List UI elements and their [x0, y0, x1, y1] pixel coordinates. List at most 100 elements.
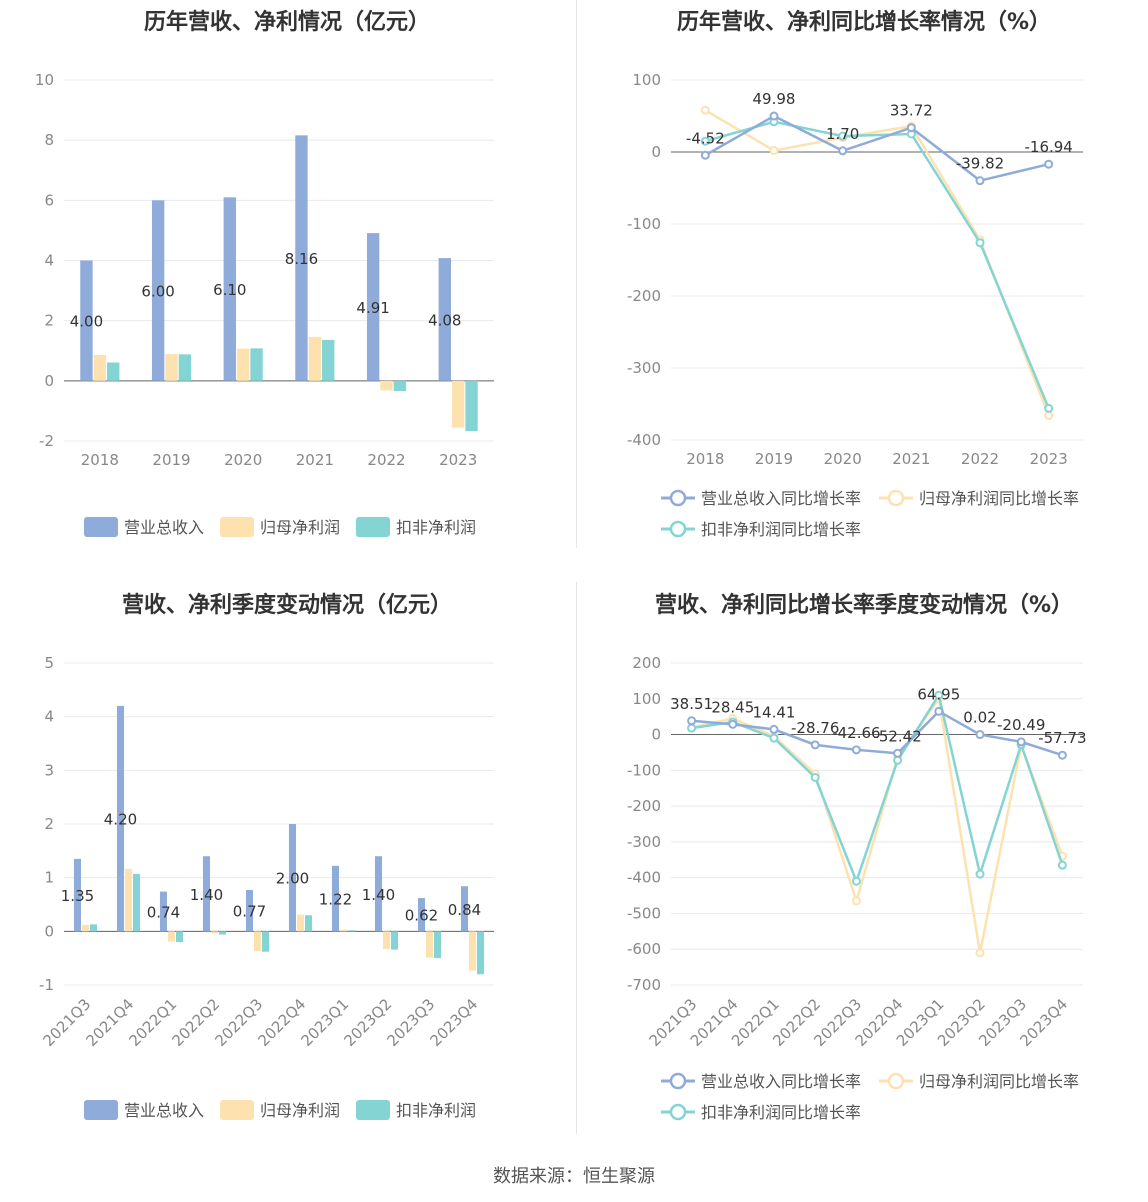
point-revenue: [975, 730, 985, 740]
bar-revenue: [417, 898, 425, 932]
y-tick-label: 200: [632, 654, 661, 672]
x-tick-label: 2020: [824, 450, 862, 468]
line-deducted-profit: [704, 120, 1050, 409]
y-tick-label: -100: [627, 215, 661, 233]
data-label-revenue-growth: 64.95: [917, 685, 960, 703]
data-label-revenue-growth: 49.98: [753, 90, 796, 108]
data-label-revenue-growth: -20.49: [997, 716, 1045, 734]
data-label-revenue-growth: -28.76: [791, 719, 839, 737]
y-tick-label: 100: [632, 690, 661, 708]
y-tick-label: 4: [44, 708, 54, 726]
y-tick-label: 10: [35, 71, 54, 89]
bar-net-profit: [236, 348, 250, 381]
x-tick-label: 2019: [755, 450, 793, 468]
annual-growth-panel: 历年营收、净利同比增长率情况（%） -400 -300 -200 -100 0 100 20…: [577, 0, 1148, 580]
y-tick-label: -500: [627, 904, 661, 922]
data-label-revenue: 4.91: [356, 299, 389, 317]
bar-revenue: [73, 858, 81, 932]
annual-bar-title: 历年营收、净利情况（亿元）: [143, 10, 430, 35]
data-label-revenue: 1.35: [61, 887, 94, 905]
y-tick-label: 0: [651, 726, 661, 744]
bar-revenue: [366, 233, 380, 381]
point-deducted-profit: [700, 136, 710, 146]
point-revenue: [1044, 159, 1054, 169]
line-revenue: [704, 114, 1049, 183]
y-tick-label: 0: [44, 922, 54, 940]
bar-net-profit: [425, 931, 434, 958]
annual-bar-panel: 历年营收、净利情况（亿元） -2 0 2 4 6 8 10 2018 2019 2020 2021 2…: [0, 0, 574, 580]
bar-deducted-profit: [434, 931, 442, 959]
point-net-profit: [700, 105, 710, 115]
bar-net-profit: [468, 931, 477, 971]
bar-revenue: [202, 856, 210, 932]
bar-net-profit: [165, 354, 178, 381]
point-revenue: [838, 146, 848, 156]
y-tick-label: -200: [627, 797, 661, 815]
data-label-revenue-growth: -39.82: [956, 155, 1004, 173]
legend-label-deducted-profit: 扣非净利润: [396, 1101, 476, 1120]
data-label-revenue-growth: 1.70: [826, 125, 859, 143]
quarter-bar-title: 营收、净利季度变动情况（亿元）: [121, 593, 452, 618]
bar-deducted-profit: [176, 931, 184, 943]
point-deducted-profit: [1057, 860, 1067, 870]
legend-label-revenue: 营业总收入: [124, 1101, 204, 1120]
line-revenue: [691, 709, 1063, 757]
y-tick-label: -100: [627, 761, 661, 779]
y-tick-label: 5: [44, 654, 54, 672]
legend-marker-revenue: [669, 489, 687, 507]
y-tick-label: -200: [627, 287, 661, 305]
annual-growth-title: 历年营收、净利同比增长率情况（%）: [676, 10, 1052, 35]
legend-label-revenue: 营业总收入同比增长率: [701, 489, 861, 508]
point-revenue: [1016, 737, 1026, 747]
point-revenue: [1057, 750, 1067, 760]
divider-top: [576, 0, 577, 548]
legend-swatch-net-profit: [220, 517, 254, 537]
point-deducted-profit: [934, 690, 944, 700]
bar-revenue: [295, 135, 308, 381]
point-deducted-profit: [838, 131, 848, 141]
y-tick-label: -400: [627, 431, 661, 449]
bar-net-profit: [308, 336, 322, 381]
data-label-revenue-growth: -52.42: [873, 727, 921, 745]
y-tick-label: -600: [627, 940, 661, 958]
y-tick-label: 2: [44, 815, 54, 833]
legend-label-revenue: 营业总收入: [124, 518, 204, 537]
legend-swatch-deducted-profit: [356, 517, 390, 537]
y-tick-label: 1: [44, 869, 54, 887]
y-tick-label: -700: [627, 976, 661, 994]
data-label-revenue: 1.40: [190, 886, 223, 904]
legend-swatch-net-profit: [220, 1100, 254, 1120]
bar-deducted-profit: [178, 354, 192, 381]
y-tick-label: -300: [627, 359, 661, 377]
legend-label-net-profit: 归母净利润同比增长率: [919, 1072, 1079, 1091]
bar-revenue: [159, 891, 167, 932]
bar-deducted-profit: [465, 380, 478, 432]
point-revenue: [975, 176, 985, 186]
y-tick-label: 0: [651, 143, 661, 161]
point-deducted-profit: [1044, 403, 1054, 413]
bar-net-profit: [81, 924, 90, 932]
point-revenue: [810, 740, 820, 750]
data-label-revenue-growth: -4.52: [686, 129, 725, 147]
data-label-revenue: 2.00: [276, 870, 309, 888]
data-label-revenue: 0.77: [233, 903, 266, 921]
bar-deducted-profit: [477, 931, 485, 975]
x-tick-label: 2021: [296, 451, 334, 469]
legend-swatch-revenue: [84, 517, 118, 537]
legend-swatch-revenue: [84, 1100, 118, 1120]
y-tick-label: -1: [39, 976, 54, 994]
bar-revenue: [460, 886, 468, 932]
legend-swatch-deducted-profit: [356, 1100, 390, 1120]
x-tick-label: 2022: [961, 450, 999, 468]
data-label-revenue-growth: 38.51: [670, 695, 713, 713]
point-deducted-profit: [687, 723, 697, 733]
data-label-revenue: 6.00: [141, 283, 174, 301]
data-label-revenue: 4.00: [70, 313, 103, 331]
point-revenue: [728, 719, 738, 729]
point-revenue: [893, 748, 903, 758]
point-net-profit: [975, 948, 985, 958]
bar-deducted-profit: [107, 362, 120, 381]
line-deducted-profit: [691, 691, 1064, 885]
bar-net-profit: [382, 931, 391, 950]
legend-marker-deducted-profit: [669, 1103, 687, 1121]
